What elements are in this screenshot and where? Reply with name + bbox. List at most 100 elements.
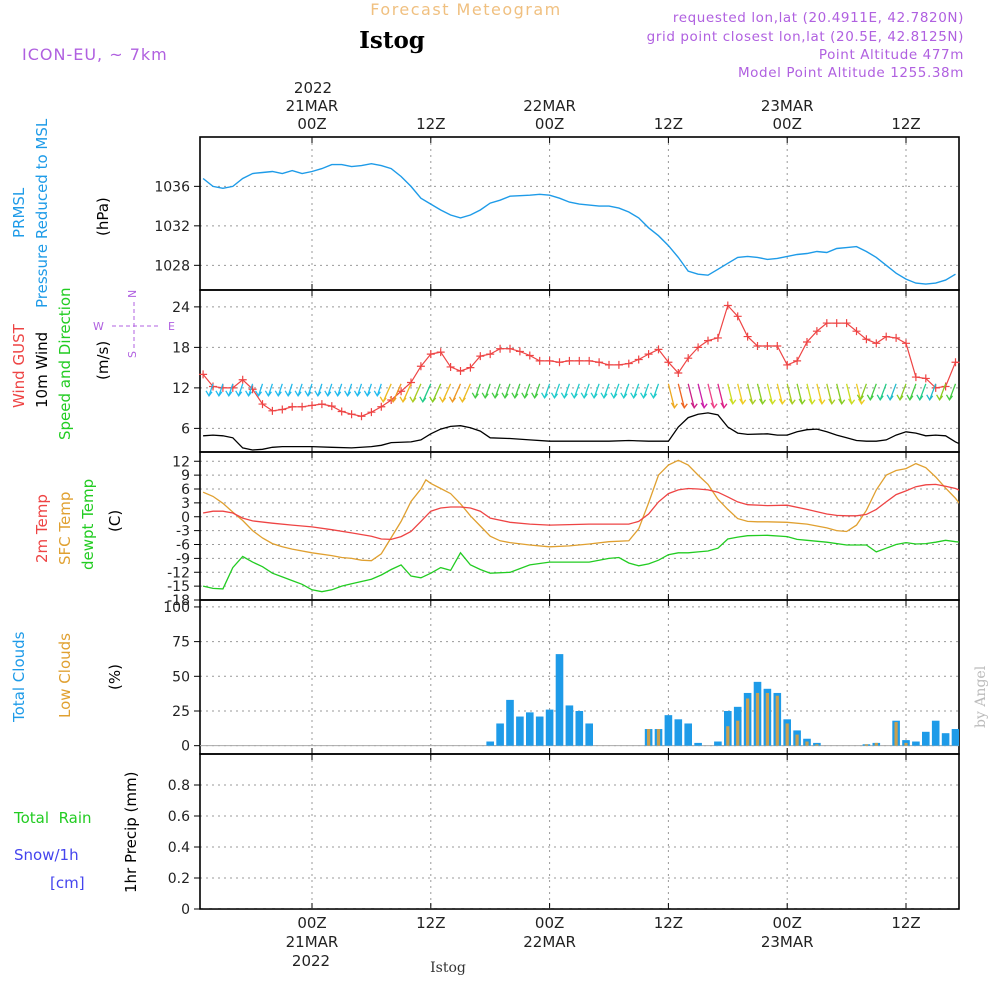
gust-marker — [624, 359, 633, 368]
wind-direction-arrow — [245, 383, 254, 397]
gust-marker — [862, 335, 871, 344]
gust-marker — [743, 332, 752, 341]
bottom-time-label: 12Z — [891, 914, 920, 932]
wind-direction-arrow — [697, 383, 708, 409]
cloud-unit: (%) — [106, 664, 124, 690]
wind-direction-arrow — [677, 383, 688, 409]
top-date-label: 23MAR — [761, 97, 814, 115]
low-cloud-bar — [864, 744, 868, 746]
low-cloud-bar — [874, 742, 878, 746]
low-cloud-bar — [726, 726, 730, 746]
wind-direction-arrow — [521, 383, 531, 399]
wind-direction-arrow — [334, 383, 343, 397]
gust-marker — [278, 405, 287, 414]
temp-ytick-label: -6 — [176, 538, 190, 554]
wind-frame — [199, 289, 960, 453]
gust-marker — [892, 333, 901, 342]
gust-marker — [238, 375, 247, 384]
gust-marker — [911, 373, 920, 382]
gust-marker — [694, 343, 703, 352]
total-cloud-bar — [535, 716, 544, 746]
top-date-label: 22MAR — [523, 97, 576, 115]
wind-direction-arrow — [225, 383, 234, 397]
wind-direction-arrow — [687, 383, 698, 409]
total-rain-label: Total Rain — [13, 809, 92, 827]
gust-marker — [822, 319, 831, 328]
wind-direction-arrow — [727, 383, 737, 405]
wind-direction-arrow — [856, 383, 868, 401]
wind-direction-arrow — [836, 383, 846, 405]
precip-ytick-label: 0 — [181, 902, 190, 918]
station-title: Istog — [359, 27, 425, 54]
plot-area: 1028103210366121824-18-15-12-9-6-3036912… — [154, 97, 960, 951]
wind-direction-arrow — [826, 383, 836, 405]
precip-unit: 1hr Precip (mm) — [122, 772, 140, 893]
gust-marker — [268, 406, 277, 415]
wind-direction-arrow — [590, 383, 600, 399]
gust-marker — [486, 350, 495, 359]
compass-n: N — [126, 290, 139, 298]
wind-direction-arrow — [429, 383, 442, 403]
total-cloud-bar — [912, 741, 920, 746]
pressure-ytick-label: 1028 — [154, 258, 190, 274]
t2m-label: 2m Temp — [33, 494, 51, 563]
gust-marker — [199, 370, 208, 379]
total-cloud-bar — [486, 741, 494, 746]
wind-direction-arrow — [667, 383, 678, 409]
gust-marker — [535, 356, 544, 365]
wind-direction-arrow — [274, 383, 283, 397]
total-cloud-bar — [694, 742, 702, 746]
gust-marker — [773, 342, 782, 351]
total-cloud-bar — [565, 705, 574, 746]
wind-direction-arrow — [936, 383, 947, 401]
gust-marker — [713, 333, 722, 342]
bottom-time-label: 00Z — [297, 914, 326, 932]
wind-direction-arrow — [541, 383, 551, 399]
precip-frame — [199, 753, 960, 910]
gust-marker — [367, 408, 376, 417]
gust-marker — [753, 342, 762, 351]
dewpt-line — [202, 534, 959, 593]
prmsl-label: PRMSL — [10, 187, 28, 238]
snow-unit-label: [cm] — [50, 874, 85, 892]
wind-direction-arrow — [491, 383, 501, 399]
gust-marker — [605, 360, 613, 369]
gust-marker — [317, 400, 326, 409]
low-cloud-bar — [755, 692, 760, 746]
gust-marker — [634, 355, 643, 364]
gust-marker — [803, 337, 811, 346]
low-cloud-bar — [785, 723, 789, 746]
wind-direction-arrow — [439, 383, 452, 403]
gust-marker — [377, 402, 386, 411]
wind-ytick-label: 18 — [172, 340, 190, 356]
gust-marker — [248, 385, 257, 394]
gust-marker — [842, 319, 851, 328]
wind-direction-arrow — [458, 383, 471, 403]
model-label: ICON-EU, ~ 7km — [22, 45, 168, 64]
low-clouds-label: Low Clouds — [56, 633, 74, 718]
wind-direction-arrow — [344, 383, 353, 397]
gust-marker — [337, 407, 346, 416]
gust-marker — [308, 401, 316, 410]
gust-marker — [347, 410, 356, 419]
gust-marker — [476, 352, 485, 361]
low-cloud-bar — [815, 744, 819, 746]
clouds-ytick-label: 50 — [172, 669, 190, 685]
credit-watermark: by Angel — [973, 665, 989, 728]
sfc-temp-label: SFC Temp — [56, 492, 74, 565]
gust-marker — [614, 360, 623, 369]
total-cloud-bar — [931, 720, 940, 746]
pressure-frame — [199, 136, 960, 291]
gust-marker — [496, 344, 505, 353]
total-cloud-bar — [664, 715, 673, 746]
gust-marker — [288, 402, 297, 411]
total-cloud-bar — [951, 729, 959, 746]
total-cloud-bar — [545, 709, 554, 746]
low-cloud-bar — [795, 734, 799, 746]
gust-marker — [446, 362, 455, 371]
wind-direction-arrow — [746, 383, 757, 405]
wind-direction-arrow — [630, 383, 640, 399]
wind-direction-arrow — [776, 383, 786, 405]
wind-direction-arrow — [448, 383, 462, 403]
total-cloud-bar — [674, 719, 683, 746]
